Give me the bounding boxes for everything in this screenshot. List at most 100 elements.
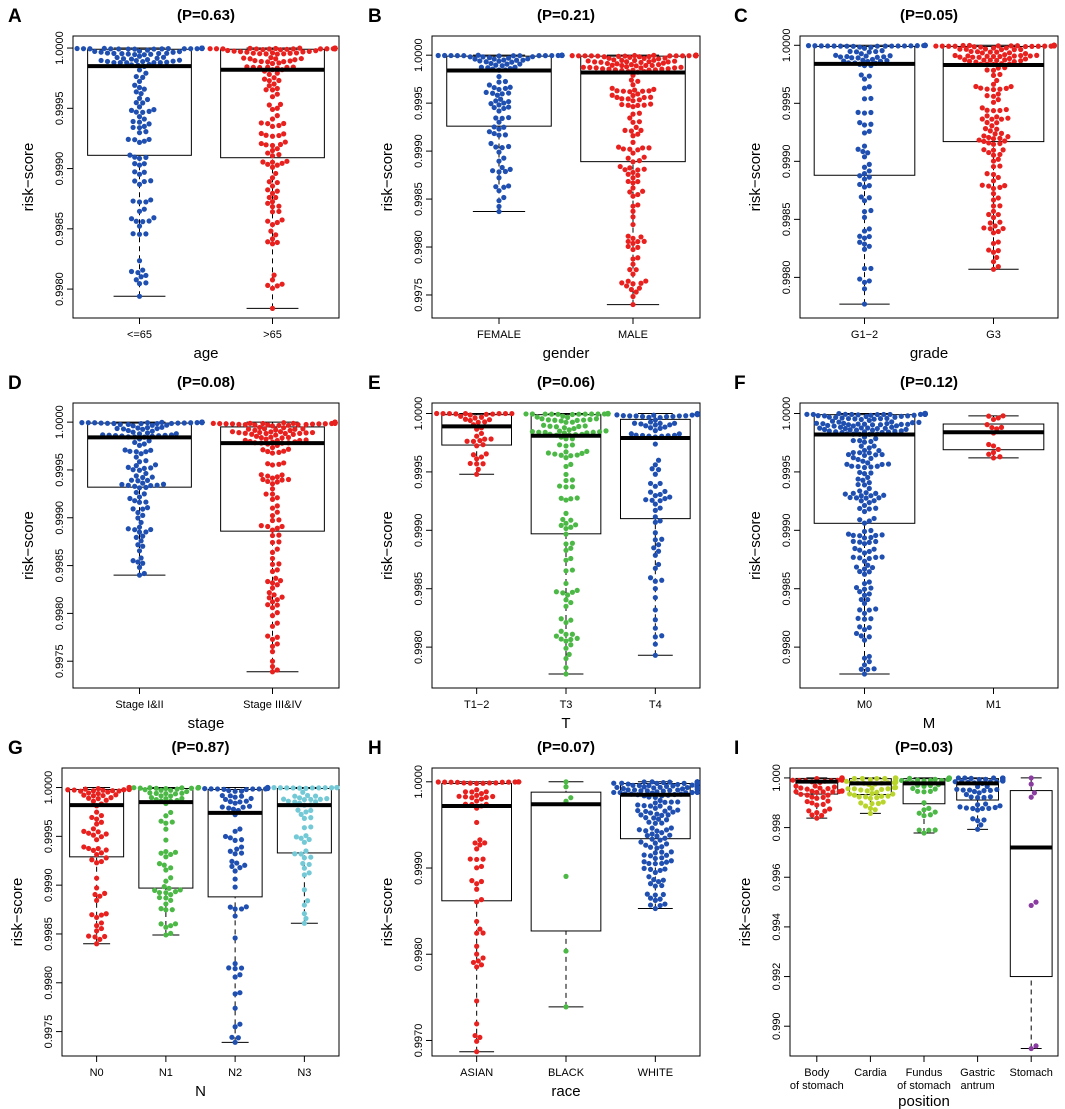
data-point — [276, 461, 282, 467]
data-point — [990, 249, 997, 255]
data-point — [968, 794, 974, 800]
data-point — [651, 785, 657, 791]
data-point — [648, 101, 654, 107]
data-point — [300, 426, 306, 432]
data-point — [477, 837, 483, 843]
data-point — [563, 463, 569, 470]
data-point — [157, 60, 163, 66]
box-D-2 — [210, 419, 338, 675]
data-point — [1006, 50, 1013, 56]
data-point — [467, 856, 473, 862]
data-point — [552, 451, 558, 457]
data-point — [501, 124, 507, 130]
data-point — [474, 918, 480, 925]
data-point — [651, 815, 657, 821]
data-point — [990, 72, 997, 78]
y-tick-label: 0.9980 — [781, 630, 793, 664]
data-point — [652, 422, 658, 428]
data-point — [130, 198, 136, 204]
data-point — [630, 782, 636, 788]
data-point — [92, 420, 98, 426]
data-point — [986, 149, 992, 156]
data-point — [266, 590, 272, 596]
data-point — [271, 592, 277, 598]
box-F-1 — [804, 410, 928, 677]
data-point — [868, 585, 874, 591]
data-point — [474, 943, 480, 949]
data-point — [108, 795, 114, 801]
data-point — [269, 527, 276, 533]
data-point — [809, 812, 815, 818]
data-point — [296, 795, 303, 801]
data-point — [458, 413, 464, 419]
data-point — [163, 867, 169, 873]
data-point — [1034, 52, 1040, 58]
data-point — [652, 617, 658, 623]
data-point — [265, 602, 271, 608]
data-point — [506, 114, 512, 121]
data-point — [635, 255, 641, 261]
data-point — [306, 48, 312, 55]
data-point — [279, 472, 285, 478]
y-tick-label: 0.9995 — [54, 453, 66, 487]
data-point — [269, 491, 276, 497]
data-point — [274, 620, 280, 626]
data-point — [684, 784, 690, 791]
data-point — [141, 161, 147, 167]
data-point — [138, 421, 144, 427]
data-point — [851, 786, 858, 792]
data-point — [149, 422, 155, 428]
data-point — [245, 426, 252, 432]
data-point — [869, 422, 876, 428]
data-point — [995, 211, 1001, 218]
data-point — [574, 635, 580, 641]
data-point — [982, 126, 989, 132]
data-point — [798, 791, 804, 797]
data-point — [558, 495, 564, 501]
data-point — [499, 164, 505, 171]
data-point — [861, 528, 868, 535]
data-point — [474, 819, 480, 826]
data-point — [659, 820, 665, 826]
data-point — [657, 896, 663, 902]
data-point — [488, 140, 494, 147]
data-point — [657, 902, 663, 909]
data-point — [467, 417, 473, 424]
panel-letter-D: D — [8, 373, 22, 394]
data-point — [675, 799, 681, 805]
panel-title: (P=0.21) — [537, 7, 595, 24]
data-point — [841, 420, 847, 426]
y-axis-label: risk−score — [747, 143, 764, 212]
box-H-1 — [435, 779, 522, 1055]
data-point — [144, 505, 151, 511]
data-point — [830, 789, 836, 795]
data-point — [496, 119, 502, 125]
data-point — [563, 873, 569, 879]
data-point — [148, 526, 154, 533]
data-point — [563, 443, 569, 449]
data-point — [1000, 225, 1006, 232]
data-point — [652, 905, 658, 912]
data-point — [132, 498, 138, 504]
data-point — [986, 134, 992, 141]
data-point — [74, 45, 80, 52]
data-point — [89, 857, 95, 863]
data-point — [277, 47, 284, 53]
data-point — [990, 203, 997, 209]
data-point — [990, 163, 997, 170]
data-point — [871, 498, 877, 504]
data-point — [163, 820, 169, 826]
data-point — [867, 776, 874, 783]
data-point — [814, 810, 820, 816]
data-point — [636, 827, 642, 833]
data-point — [269, 116, 276, 122]
data-point — [873, 505, 879, 511]
data-point — [638, 280, 644, 286]
data-point — [652, 641, 658, 647]
data-point — [558, 628, 564, 634]
data-point — [994, 120, 1000, 126]
data-point — [132, 46, 138, 52]
data-point — [274, 479, 280, 485]
data-point — [462, 416, 469, 422]
data-point — [136, 442, 143, 448]
